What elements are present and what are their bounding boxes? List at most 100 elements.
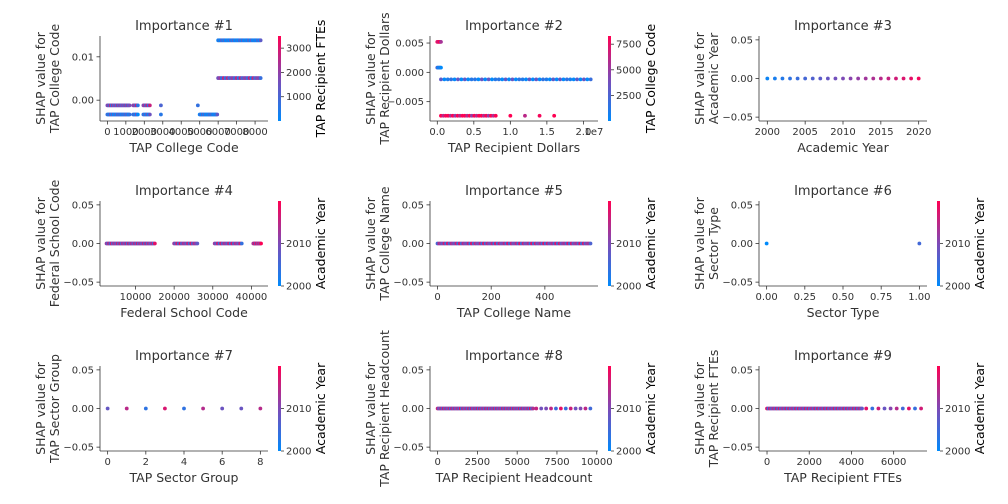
data-point <box>848 76 853 81</box>
chart-panel-6: Importance #60.00 0.25 0.50 0.75 1.00−0.050.… <box>692 184 987 320</box>
data-point <box>534 406 539 411</box>
x-tick-label: 8 <box>257 457 263 468</box>
chart-title: Importance #4 <box>135 184 233 199</box>
x-tick-label: 1000 <box>113 127 138 138</box>
colorbar <box>608 36 611 121</box>
colorbar-tick-label: 3000 <box>286 44 311 55</box>
data-point <box>575 77 579 82</box>
y-tick-label: 0.05 <box>731 200 753 211</box>
data-point <box>772 76 777 81</box>
data-point <box>147 112 152 117</box>
data-point <box>493 77 498 82</box>
data-point <box>554 77 559 82</box>
x-tick-label: 0.0 <box>429 127 445 138</box>
colorbar <box>937 201 940 286</box>
data-point <box>523 113 527 118</box>
colorbar <box>937 366 940 451</box>
colorbar <box>278 366 281 451</box>
data-point <box>513 77 518 82</box>
y-axis-label-line1: SHAP value for <box>33 361 48 455</box>
data-point <box>510 77 515 82</box>
x-tick-label: 2015 <box>868 127 893 138</box>
colorbar <box>608 201 611 286</box>
chart-panel-1: Importance #10 10002000300040005000600070… <box>33 19 328 155</box>
x-axis-label: TAP Recipient FTEs <box>783 470 902 485</box>
data-point <box>552 113 557 118</box>
colorbar-tick-label: 2010 <box>286 404 311 415</box>
colorbar-label: TAP Recipient FTEs <box>313 20 328 139</box>
data-point <box>531 406 535 411</box>
data-point <box>780 76 785 81</box>
data-point <box>135 103 140 108</box>
data-point <box>258 38 263 43</box>
data-point <box>239 406 244 411</box>
chart-panel-9: Importance #9 0 2000 4000 6000 −0.05 0.00 0.05 T… <box>692 349 987 485</box>
data-point <box>490 77 494 82</box>
y-tick-label: −0.05 <box>393 278 424 289</box>
data-point <box>479 77 484 82</box>
x-tick-label: 0.25 <box>794 292 816 303</box>
x-tick-label: 0 <box>764 457 770 468</box>
data-point <box>466 77 471 82</box>
data-point <box>527 77 532 82</box>
colorbar-tick-label: 2010 <box>286 239 311 250</box>
data-point <box>493 113 498 118</box>
chart-panel-8: Importance #8 0 2500 5000 7500 10000 −0.05 0.00… <box>363 330 658 488</box>
data-point <box>152 241 157 246</box>
data-point <box>239 241 244 246</box>
data-point <box>147 103 152 108</box>
colorbar-tick-label: 2010 <box>945 404 970 415</box>
colorbar-tick-label: 2010 <box>616 239 641 250</box>
data-point <box>258 76 263 80</box>
y-tick-label: 0.00 <box>731 404 753 415</box>
y-axis-label-line1: SHAP value for <box>33 31 48 125</box>
data-point <box>220 406 225 411</box>
data-point <box>159 103 163 108</box>
x-tick-label: 0 <box>104 457 110 468</box>
data-point <box>143 406 148 411</box>
data-point <box>588 77 593 82</box>
colorbar-label: Academic Year <box>972 197 987 289</box>
x-tick-label: 2000 <box>755 127 780 138</box>
x-tick-label: 4000 <box>169 127 194 138</box>
y-tick-label: −0.05 <box>63 278 94 289</box>
y-axis-label-line2: TAP Recipient FTEs <box>706 350 721 469</box>
y-axis-label-line2: TAP Recipient Dollars <box>377 12 392 145</box>
x-tick-label: 2005 <box>792 127 817 138</box>
data-point <box>588 241 593 246</box>
data-point <box>573 406 578 411</box>
x-axis-label: TAP Recipient Dollars <box>447 140 580 155</box>
x-tick-label: 6000 <box>205 127 230 138</box>
x-tick-label: 10000 <box>581 457 613 468</box>
y-tick-label: 0.000 <box>395 68 424 79</box>
y-tick-label: −0.05 <box>393 443 424 454</box>
data-point <box>818 76 823 81</box>
y-tick-label: 0.05 <box>72 200 94 211</box>
data-point <box>159 112 163 117</box>
chart-panel-2: Importance #2 0.0 0.5 1.0 1.5 2.0 −0.005 0.000 0… <box>363 12 658 155</box>
colorbar-label: Academic Year <box>643 197 658 289</box>
colorbar-tick-label: 5000 <box>616 65 641 76</box>
x-tick-label: 0.00 <box>756 292 778 303</box>
data-point <box>863 76 868 81</box>
data-point <box>864 406 869 411</box>
data-point <box>507 77 511 82</box>
y-tick-label: 0.00 <box>731 239 753 250</box>
colorbar-tick-label: 2000 <box>616 282 641 293</box>
data-point <box>534 77 539 82</box>
x-tick-label: 1.0 <box>502 127 518 138</box>
data-point <box>894 76 898 81</box>
data-point <box>537 113 542 118</box>
y-tick-label: 0.00 <box>731 74 753 85</box>
data-point <box>810 76 815 81</box>
x-tick-label: 7000 <box>224 127 249 138</box>
chart-title: Importance #8 <box>465 349 563 364</box>
y-axis-label-line2: Sector Type <box>706 207 721 280</box>
x-tick-label: 10000 <box>120 292 152 303</box>
x-tick-label: 30000 <box>197 292 229 303</box>
x-offset-text: 1e7 <box>585 127 604 138</box>
data-point <box>886 76 891 81</box>
x-tick-label: 5000 <box>187 127 212 138</box>
x-tick-label: 2010 <box>830 127 855 138</box>
